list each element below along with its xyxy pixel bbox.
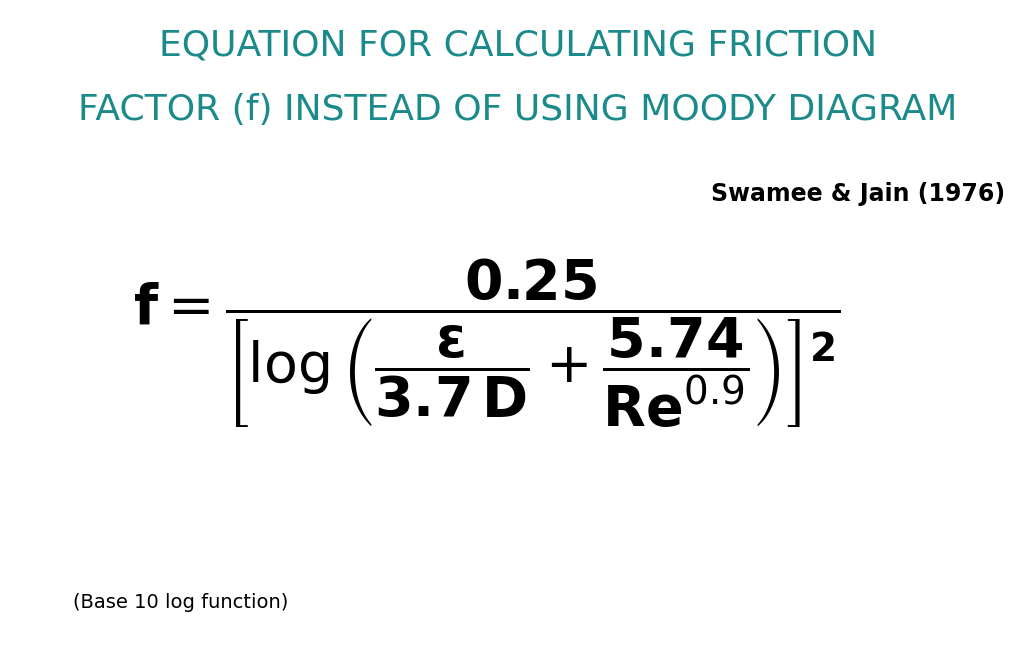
- Text: Swamee & Jain (1976): Swamee & Jain (1976): [711, 182, 1005, 207]
- Text: (Base 10 log function): (Base 10 log function): [73, 593, 288, 612]
- Text: $\mathbf{f} = \dfrac{\mathbf{0.25}}{\left[\log\left(\dfrac{\mathbf{\varepsilon}}: $\mathbf{f} = \dfrac{\mathbf{0.25}}{\lef…: [134, 257, 840, 430]
- Text: FACTOR (f) INSTEAD OF USING MOODY DIAGRAM: FACTOR (f) INSTEAD OF USING MOODY DIAGRA…: [79, 93, 957, 127]
- Text: EQUATION FOR CALCULATING FRICTION: EQUATION FOR CALCULATING FRICTION: [159, 29, 877, 62]
